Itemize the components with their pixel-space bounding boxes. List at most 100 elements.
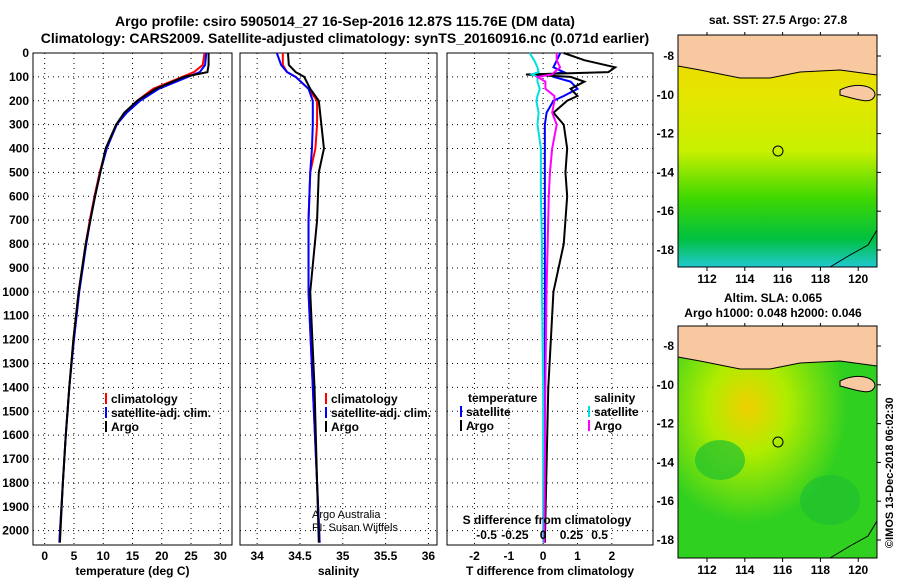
legend-swatch [460, 406, 462, 417]
legend-label: satellite-adj. clim. [331, 406, 431, 420]
legend-swatch [588, 406, 590, 417]
x-tick-label: 30 [214, 549, 228, 563]
secondary-x-tick-label: 0.25 [560, 528, 584, 542]
lon-tick-label: 114 [735, 563, 755, 577]
y-tick-label: 700 [9, 213, 29, 227]
x-tick-label: 35.5 [374, 549, 398, 563]
sla-map-title: Altim. SLA: 0.065 [724, 291, 822, 305]
series-line-t-satellite [543, 52, 580, 543]
x-tick-label: 25 [184, 549, 198, 563]
series-line-t-argo [525, 52, 618, 543]
legend-swatch [105, 407, 107, 418]
y-tick-label: 0 [22, 46, 29, 60]
land-java-bali [678, 35, 877, 79]
y-tick-label: 1200 [2, 333, 29, 347]
legend-swatch [588, 420, 590, 431]
lon-tick-label: 120 [848, 563, 868, 577]
y-tick-label: 300 [9, 118, 29, 132]
panel-3: -2 -1 0 1 2T difference from climatology temp… [446, 52, 654, 578]
sla-map-subtitle: Argo h1000: 0.048 h2000: 0.046 [684, 306, 862, 320]
panel-2: 34 34.5 35 35.5 36 salinity climatologysatelli… [239, 52, 438, 578]
credit-annotation: Argo Australia [312, 509, 381, 521]
series-line-s-satellite [528, 52, 545, 543]
secondary-x-tick-label: 0.5 [591, 528, 608, 542]
legend-label: satellite-adj. clim. [111, 406, 211, 420]
y-tick-label: 900 [9, 261, 29, 275]
series-line-satellite-adj-clim- [275, 52, 321, 543]
x-axis-label: salinity [318, 564, 360, 578]
lat-tick-label: -14 [657, 455, 675, 469]
lon-tick-label: 116 [773, 563, 793, 577]
secondary-x-tick-label: 0 [540, 528, 547, 542]
x-tick-label: 36 [422, 549, 436, 563]
legend-label: satellite [594, 405, 639, 419]
sst-map-title: sat. SST: 27.5 Argo: 27.8 [709, 13, 848, 27]
x-tick-label: 2 [608, 549, 615, 563]
y-tick-label: 500 [9, 165, 29, 179]
x-tick-label: 15 [126, 549, 140, 563]
lat-tick-label: -10 [657, 88, 675, 102]
lat-tick-label: -12 [657, 127, 675, 141]
credit-text: ©IMOS 13-Dec-2018 06:02:30 [884, 397, 896, 548]
x-tick-label: 0 [41, 549, 48, 563]
legend-swatch [325, 421, 327, 432]
y-tick-label: 1900 [2, 500, 29, 514]
y-tick-label: 600 [9, 189, 29, 203]
secondary-x-axis-label: S difference from climatology [463, 513, 632, 527]
secondary-x-tick-label: -0.25 [501, 528, 529, 542]
argo-location-marker [772, 145, 784, 157]
x-tick-label: 34.5 [288, 549, 312, 563]
subtitle: Climatology: CARS2009. Satellite-adjuste… [41, 30, 649, 46]
series-line-argo [58, 53, 210, 543]
y-tick-label: 2000 [2, 524, 29, 538]
lon-tick-label: 114 [735, 272, 755, 286]
lat-tick-label: -14 [657, 165, 675, 179]
legend-label: climatology [111, 392, 178, 406]
y-tick-label: 1600 [2, 428, 29, 442]
lat-tick-label: -10 [657, 378, 675, 392]
credit-annotation: PI: Susan Wijffels [312, 522, 398, 534]
y-tick-label: 1000 [2, 285, 29, 299]
legend-swatch [460, 420, 462, 431]
series-line-climatology [58, 52, 206, 543]
x-axis-label: temperature (deg C) [75, 564, 189, 578]
legend-label: Argo [111, 420, 139, 434]
legend-swatch [105, 393, 107, 404]
sst-map: sat. SST: 27.5 Argo: 27.8 [677, 13, 878, 268]
y-tick-label: 1800 [2, 476, 29, 490]
x-tick-label: 1 [574, 549, 581, 563]
y-tick-label: 1500 [2, 404, 29, 418]
argo-location-marker-sla [772, 436, 784, 448]
legend-title-salinity: salinity [594, 391, 636, 405]
y-tick-label: 1100 [3, 309, 29, 323]
x-tick-label: 5 [71, 549, 78, 563]
panel-1: 0 5 10 15 20 25 300100200300400500600700800900… [2, 46, 233, 578]
x-tick-label: 0 [540, 549, 547, 563]
y-tick-label: 400 [9, 142, 29, 156]
lon-tick-label: 112 [697, 563, 717, 577]
series-line-s-argo [534, 53, 562, 543]
sla-map: Altim. SLA: 0.065 Argo h1000: 0.048 h200… [677, 291, 878, 559]
legend-swatch [325, 407, 327, 418]
axes-box [32, 52, 233, 546]
x-tick-label: 10 [97, 549, 111, 563]
land-sumba [839, 84, 876, 102]
lat-tick-label: -18 [657, 243, 675, 257]
series-line-argo [286, 52, 325, 543]
legend-title-temperature: temperature [468, 391, 538, 405]
lat-tick-label: -18 [657, 533, 675, 547]
axes-box [239, 52, 438, 546]
legend-label: Argo [594, 419, 622, 433]
y-tick-label: 1300 [2, 356, 29, 370]
x-axis-label: T difference from climatology [466, 564, 634, 578]
x-tick-label: 35 [336, 549, 350, 563]
lon-tick-label: 116 [773, 272, 793, 286]
lat-tick-label: -16 [657, 204, 675, 218]
axes-box [446, 52, 654, 546]
series-line-satellite-adj-clim- [58, 52, 208, 543]
lat-tick-label: -16 [657, 494, 675, 508]
x-tick-label: -2 [469, 549, 480, 563]
x-tick-label: -1 [503, 549, 514, 563]
legend-swatch [325, 393, 327, 404]
legend-label: satellite [466, 405, 511, 419]
